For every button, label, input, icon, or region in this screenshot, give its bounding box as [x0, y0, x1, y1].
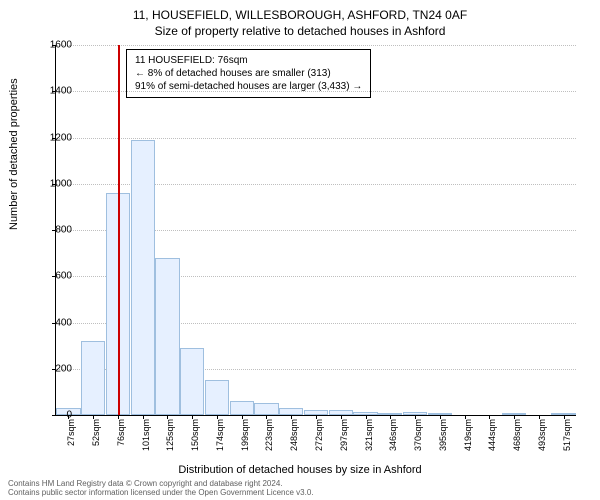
x-tick-label: 493sqm	[537, 419, 547, 451]
x-tick-label: 174sqm	[215, 419, 225, 451]
y-tick-label: 1200	[32, 132, 72, 143]
histogram-bar	[254, 403, 278, 415]
histogram-bar	[230, 401, 254, 415]
x-tick-label: 444sqm	[487, 419, 497, 451]
y-tick-label: 1000	[32, 178, 72, 189]
x-tick-label: 223sqm	[264, 419, 274, 451]
chart-title-line1: 11, HOUSEFIELD, WILLESBOROUGH, ASHFORD, …	[0, 0, 600, 22]
footer-line1: Contains HM Land Registry data © Crown c…	[8, 479, 314, 489]
x-axis-label: Distribution of detached houses by size …	[0, 464, 600, 476]
plot-area: 11 HOUSEFIELD: 76sqm ← 8% of detached ho…	[55, 45, 576, 416]
y-tick-label: 0	[32, 410, 72, 421]
x-tick-label: 297sqm	[339, 419, 349, 451]
y-tick-label: 800	[32, 225, 72, 236]
footer-attribution: Contains HM Land Registry data © Crown c…	[8, 479, 314, 498]
x-tick-label: 272sqm	[314, 419, 324, 451]
x-tick-label: 346sqm	[388, 419, 398, 451]
histogram-bar	[155, 258, 179, 415]
x-tick-label: 101sqm	[141, 419, 151, 451]
chart-title-line2: Size of property relative to detached ho…	[0, 22, 600, 38]
x-tick-label: 76sqm	[116, 419, 126, 446]
chart-container: 11, HOUSEFIELD, WILLESBOROUGH, ASHFORD, …	[0, 0, 600, 500]
histogram-bar	[205, 380, 229, 415]
histogram-bar	[279, 408, 303, 415]
x-tick-label: 52sqm	[91, 419, 101, 446]
x-tick-label: 370sqm	[413, 419, 423, 451]
histogram-bar	[131, 140, 155, 415]
footer-line2: Contains public sector information licen…	[8, 488, 314, 498]
x-tick-label: 248sqm	[289, 419, 299, 451]
y-tick-label: 1400	[32, 86, 72, 97]
grid-line	[56, 138, 576, 139]
x-tick-label: 150sqm	[190, 419, 200, 451]
x-tick-label: 321sqm	[364, 419, 374, 451]
x-tick-label: 125sqm	[165, 419, 175, 451]
x-tick-label: 395sqm	[438, 419, 448, 451]
y-tick-label: 400	[32, 317, 72, 328]
x-tick-label: 27sqm	[66, 419, 76, 446]
x-tick-label: 517sqm	[562, 419, 572, 451]
grid-line	[56, 91, 576, 92]
legend-line1: 11 HOUSEFIELD: 76sqm	[135, 54, 362, 67]
x-tick-label: 468sqm	[512, 419, 522, 451]
y-tick-label: 200	[32, 363, 72, 374]
histogram-bar	[81, 341, 105, 415]
histogram-bar	[180, 348, 204, 415]
y-tick-label: 600	[32, 271, 72, 282]
legend-line2: ← 8% of detached houses are smaller (313…	[135, 67, 362, 80]
y-tick-label: 1600	[32, 40, 72, 51]
x-tick-label: 199sqm	[240, 419, 250, 451]
grid-line	[56, 45, 576, 46]
x-tick-label: 419sqm	[463, 419, 473, 451]
y-axis-label: Number of detached properties	[8, 78, 20, 230]
marker-line	[118, 45, 120, 415]
